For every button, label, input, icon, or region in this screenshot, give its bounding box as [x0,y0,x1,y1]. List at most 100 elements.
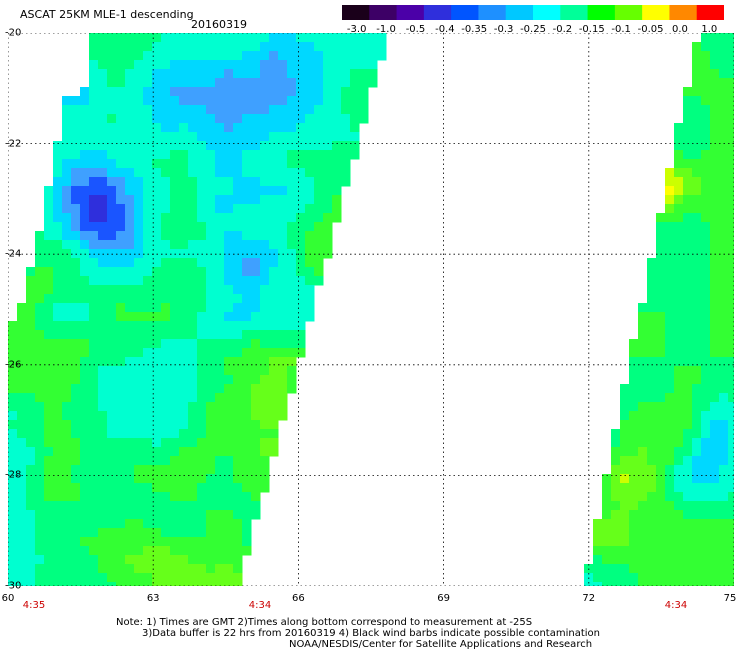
data-cell [44,222,54,232]
data-cell [107,492,117,502]
data-cell [170,411,180,421]
data-cell [125,96,135,106]
data-cell [260,51,270,61]
data-cell [656,348,666,358]
data-cell [674,447,684,457]
data-cell [278,312,288,322]
data-cell [161,294,171,304]
data-cell [656,555,666,565]
data-cell [107,339,117,349]
data-cell [701,447,711,457]
data-cell [242,366,252,376]
data-cell [170,429,180,439]
data-cell [161,69,171,79]
data-cell [152,393,162,403]
data-cell [665,168,675,178]
data-cell [665,348,675,358]
data-cell [287,132,297,142]
data-cell [53,294,63,304]
data-cell [638,483,648,493]
data-cell [287,330,297,340]
data-cell [197,438,207,448]
data-cell [125,168,135,178]
data-cell [710,546,720,556]
data-cell [53,519,63,529]
data-cell [26,420,36,430]
data-cell [143,348,153,358]
data-cell [197,582,207,586]
data-cell [107,267,117,277]
data-cell [242,159,252,169]
data-cell [8,357,18,367]
data-cell [665,564,675,574]
data-cell [638,357,648,367]
data-cell [98,510,108,520]
data-cell [233,96,243,106]
data-cell [647,510,657,520]
latitude-label: -22 [5,138,22,150]
data-cell [179,123,189,133]
data-cell [152,366,162,376]
data-cell [728,573,734,583]
data-cell [260,474,270,484]
data-cell [620,429,630,439]
data-cell [224,546,234,556]
data-cell [71,411,81,421]
data-cell [89,303,99,313]
data-cell [71,105,81,115]
data-cell [674,375,684,385]
data-cell [152,312,162,322]
data-cell [296,249,306,259]
colorbar-segment [533,5,561,20]
data-cell [116,132,126,142]
data-cell [350,42,360,52]
data-cell [197,51,207,61]
data-cell [278,60,288,70]
data-cell [674,159,684,169]
data-cell [188,465,198,475]
data-cell [188,195,198,205]
data-cell [611,528,621,538]
data-cell [224,33,234,43]
data-cell [629,528,639,538]
data-cell [701,330,711,340]
data-cell [89,159,99,169]
data-cell [197,150,207,160]
data-cell [197,294,207,304]
data-cell [665,276,675,286]
data-cell [305,258,315,268]
data-cell [143,420,153,430]
data-cell [35,528,45,538]
data-cell [161,105,171,115]
data-cell [35,402,45,412]
data-cell [710,285,720,295]
data-cell [152,519,162,529]
data-cell [269,123,279,133]
data-cell [134,285,144,295]
data-cell [332,150,342,160]
data-cell [179,348,189,358]
data-cell [719,411,729,421]
colorbar-tick-label: -0.1 [611,24,631,35]
data-cell [647,456,657,466]
data-cell [251,501,261,511]
data-cell [197,87,207,97]
data-cell [215,195,225,205]
data-cell [692,87,702,97]
data-cell [71,240,81,250]
data-cell [242,222,252,232]
data-cell [161,573,171,583]
data-cell [53,546,63,556]
data-cell [368,60,378,70]
data-cell [314,33,324,43]
data-cell [728,132,734,142]
data-cell [170,240,180,250]
data-cell [314,258,324,268]
data-cell [98,132,108,142]
data-cell [206,366,216,376]
data-cell [251,402,261,412]
data-cell [665,483,675,493]
data-cell [89,69,99,79]
data-cell [134,132,144,142]
data-cell [629,582,639,586]
